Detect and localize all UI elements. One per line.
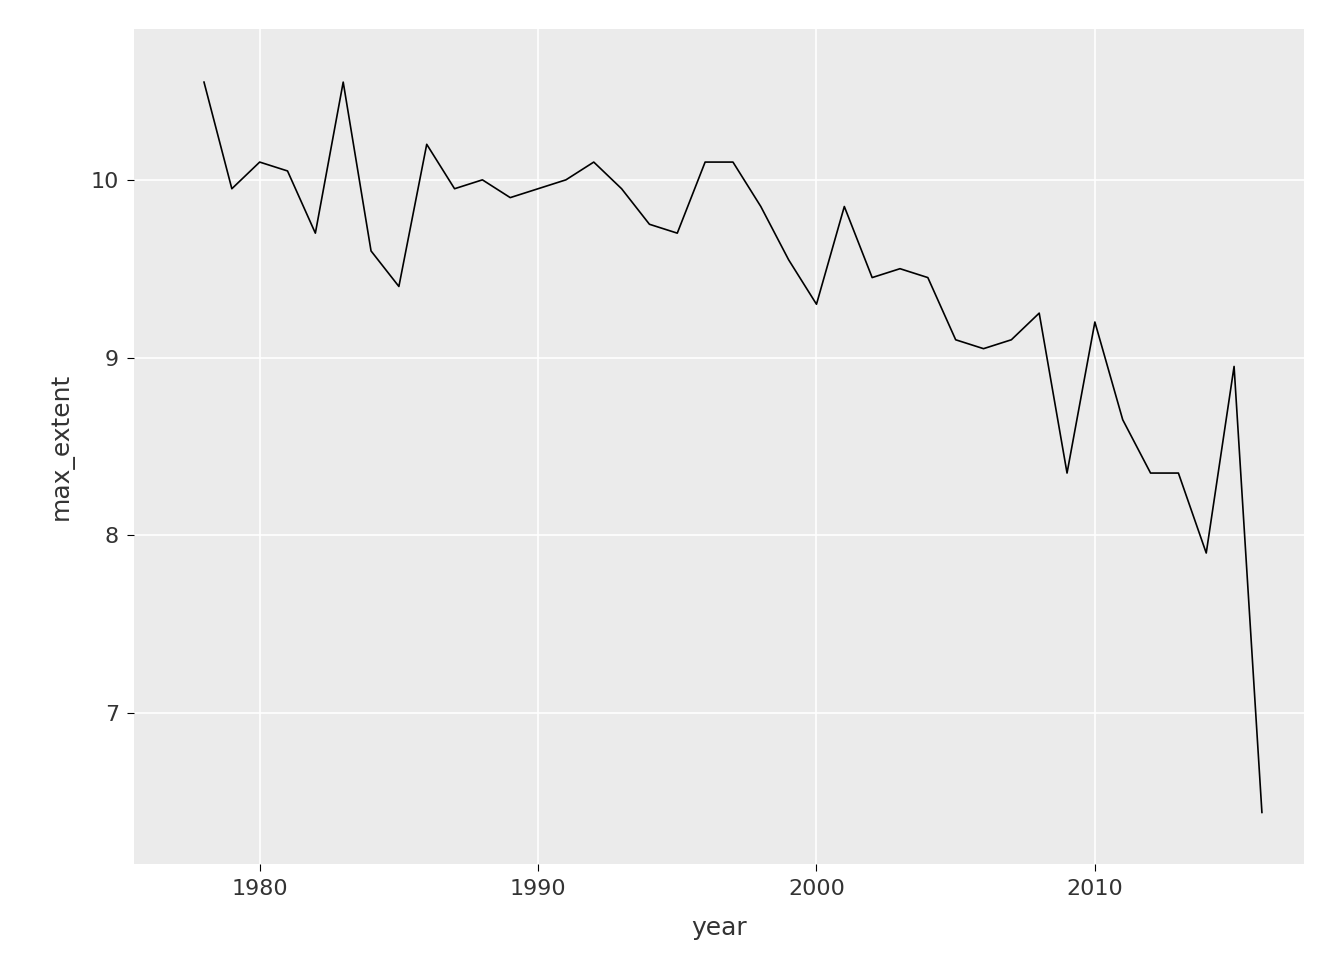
Y-axis label: max_extent: max_extent	[50, 372, 74, 520]
X-axis label: year: year	[691, 916, 747, 940]
